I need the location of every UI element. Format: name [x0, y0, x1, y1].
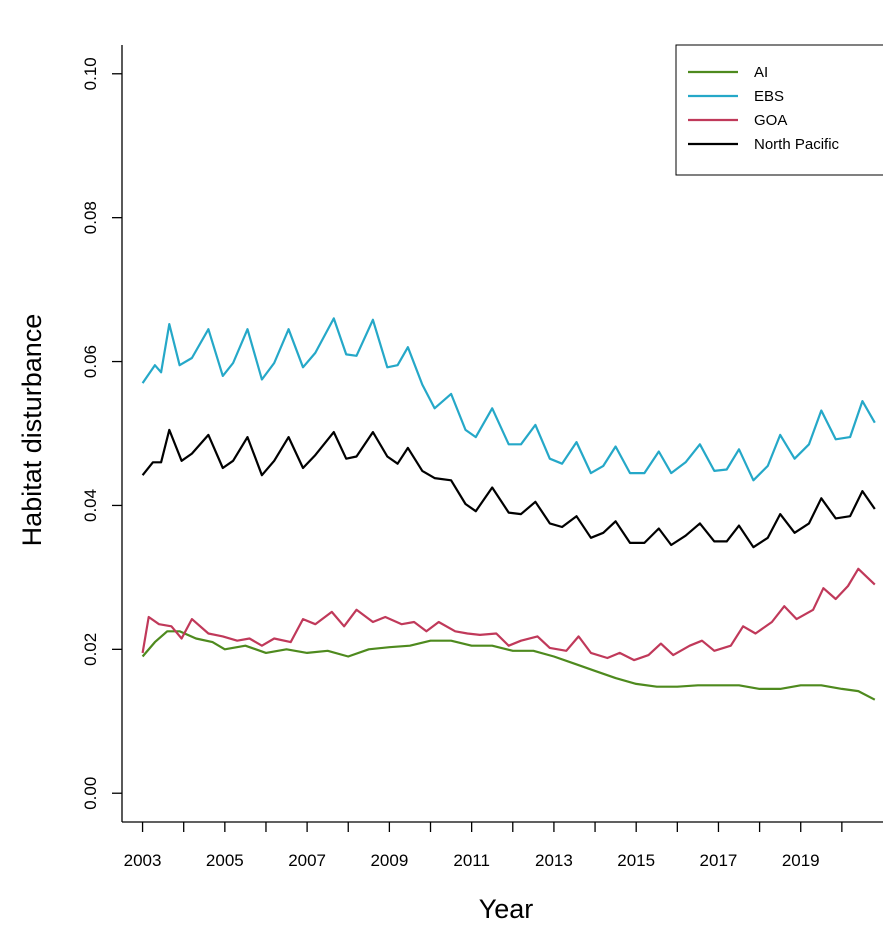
- series-line-ai: [141, 630, 876, 701]
- x-axis-title: Year: [479, 894, 534, 924]
- legend: AI EBS GOA North Pacific: [675, 44, 883, 176]
- legend-box: [675, 44, 883, 176]
- legend-label: EBS: [754, 88, 784, 105]
- y-tick-label: 0.04: [81, 489, 100, 522]
- legend-label: GOA: [754, 112, 787, 129]
- y-axis-ticks: 0.00 0.02 0.04 0.06 0.08 0.10: [81, 57, 122, 810]
- legend-items: AI EBS GOA North Pacific: [688, 64, 840, 153]
- y-tick-label: 0.00: [81, 777, 100, 810]
- x-tick-label: 2011: [453, 851, 490, 870]
- series-line-north-pacific: [141, 428, 876, 549]
- x-tick-label: 2015: [617, 851, 655, 870]
- x-tick-label: 2007: [288, 851, 326, 870]
- x-tick-label: 2017: [700, 851, 738, 870]
- series-lines: [141, 317, 876, 701]
- legend-label: North Pacific: [754, 136, 840, 153]
- x-tick-label: 2019: [782, 851, 820, 870]
- y-axis-title: Habitat disturbance: [17, 314, 47, 547]
- plot-area: 0.000.020.040.060.080.10 2003 2005 2007 200…: [81, 45, 883, 870]
- x-tick-label: 2003: [124, 851, 162, 870]
- x-tick-label: 2009: [370, 851, 408, 870]
- x-tick-label: 2013: [535, 851, 573, 870]
- series-line-goa: [141, 567, 876, 662]
- legend-label: AI: [754, 64, 768, 81]
- series-line-ebs: [141, 317, 876, 482]
- y-tick-label: 0.08: [81, 201, 100, 234]
- y-tick-label: 0.02: [81, 633, 100, 666]
- y-tick-label: 0.06: [81, 345, 100, 378]
- x-tick-label: 2005: [206, 851, 244, 870]
- x-axis-ticks: 2003 2005 2007 2009 2011 2013 2015 2017 2019: [124, 822, 843, 870]
- y-tick-label: 0.10: [81, 57, 100, 90]
